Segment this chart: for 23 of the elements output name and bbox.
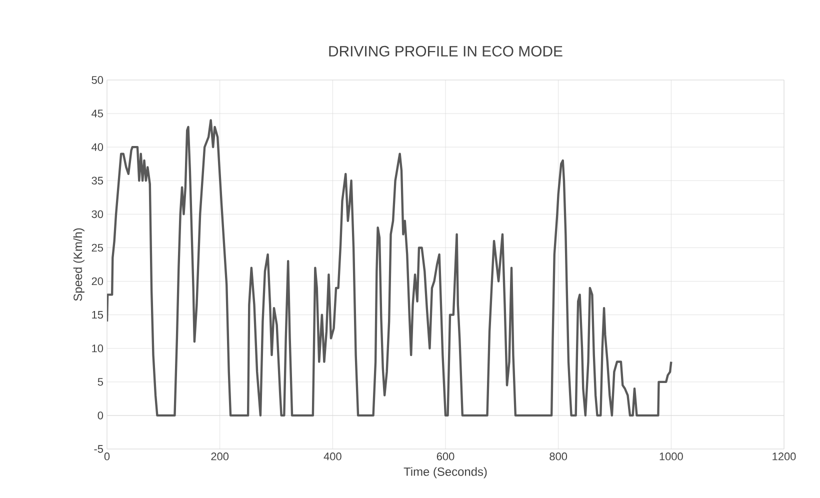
y-tick-label: -5 [94,445,104,453]
x-tick-label: 600 [436,452,454,460]
y-tick-label: 20 [92,277,104,286]
y-tick-label: 25 [92,244,104,252]
y-tick-label: 40 [92,143,104,151]
x-tick-label: 800 [550,452,568,460]
y-tick-label: 0 [98,412,104,420]
x-tick-label: 200 [211,452,229,460]
y-tick-label: 10 [92,344,104,352]
y-tick-label: 45 [92,110,104,118]
x-tick-label: 1200 [772,452,796,460]
x-tick-label: 0 [104,452,110,460]
y-tick-label: 15 [92,311,104,319]
y-tick-label: 35 [92,176,104,185]
y-axis-title: Speed (Km/h) [73,228,84,301]
x-axis-title: Time (Seconds) [404,467,487,478]
line-series [107,119,672,417]
y-tick-label: 30 [92,210,104,218]
y-tick-label: 5 [98,378,104,386]
chart-title: DRIVING PROFILE IN ECO MODE [329,46,562,56]
y-tick-label: 50 [92,76,104,84]
x-tick-label: 400 [324,452,342,460]
x-tick-label: 1000 [660,452,683,460]
